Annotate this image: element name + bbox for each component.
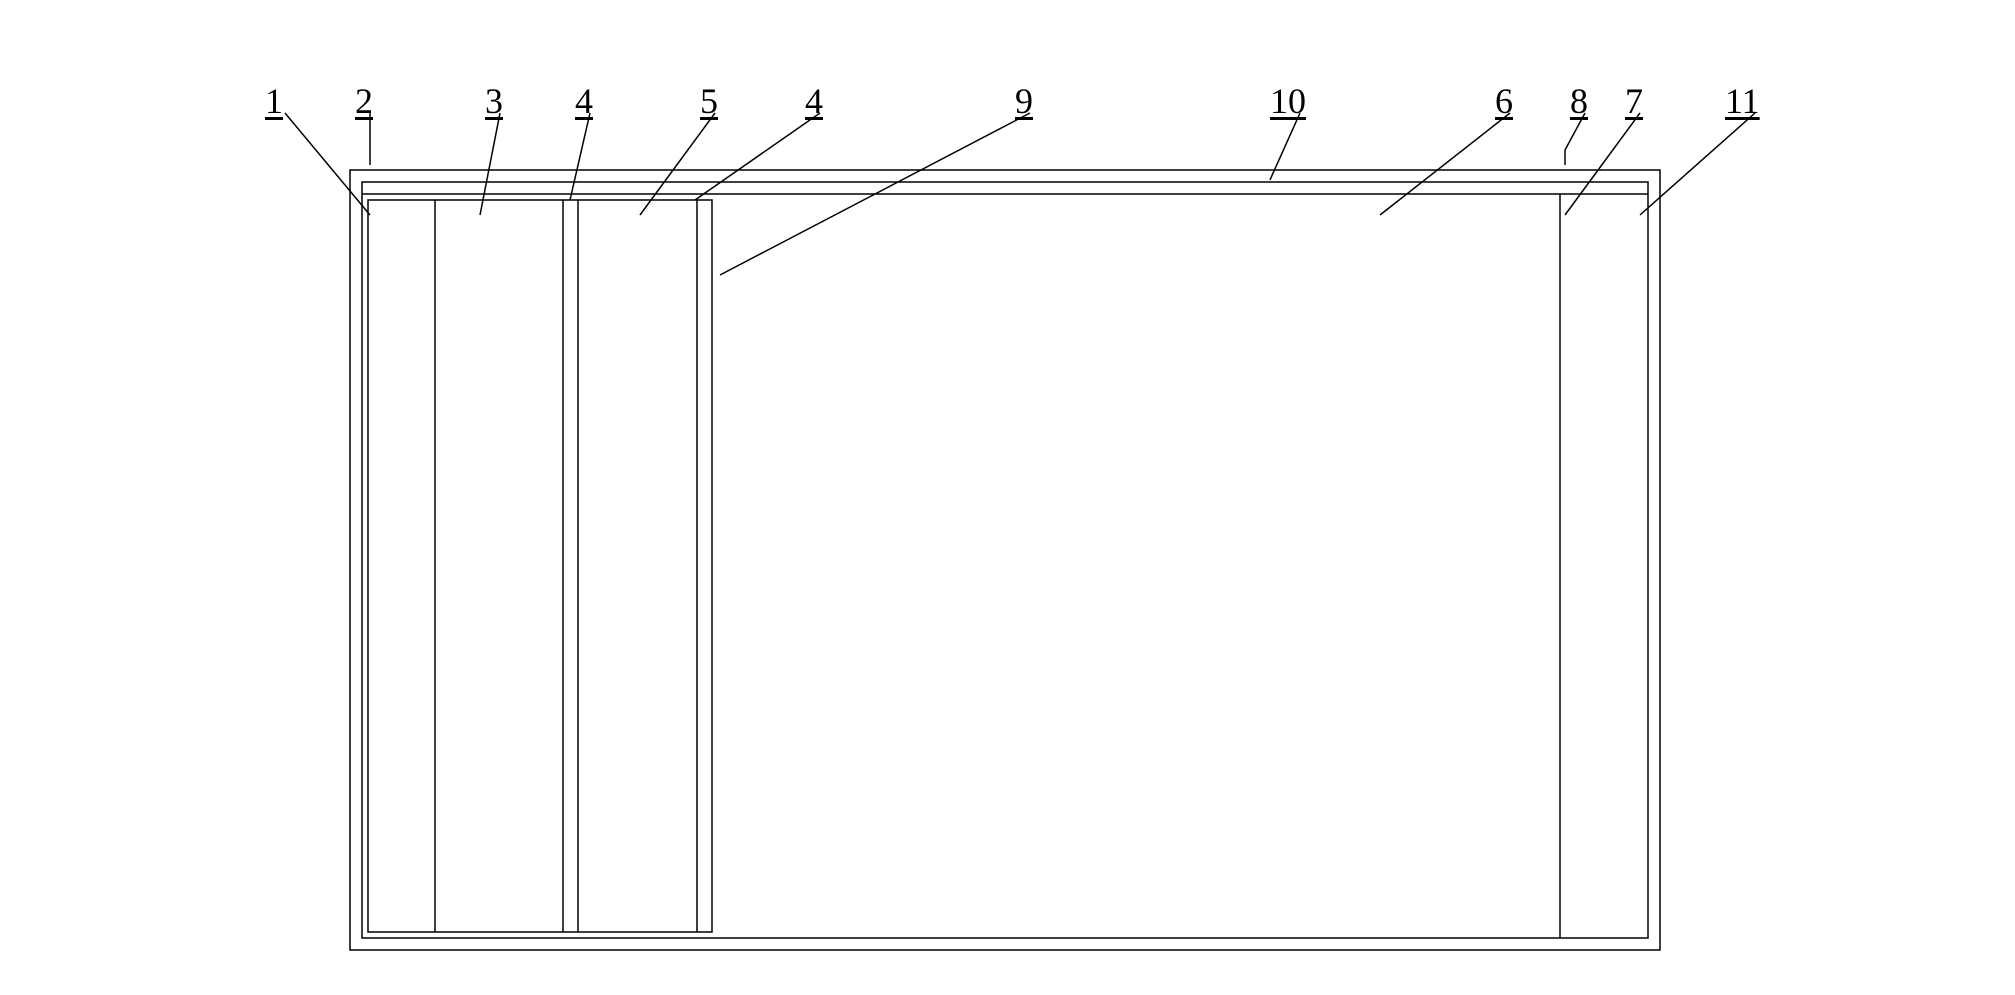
label-10: 10 xyxy=(1270,80,1306,122)
label-3: 3 xyxy=(485,80,503,122)
label-7: 7 xyxy=(1625,80,1643,122)
outer-frame-inner xyxy=(362,182,1648,938)
label-4a: 4 xyxy=(575,80,593,122)
outer-frame-outer xyxy=(350,170,1660,950)
label-5: 5 xyxy=(700,80,718,122)
label-4b: 4 xyxy=(805,80,823,122)
left-sliding-outer xyxy=(368,200,712,932)
label-2: 2 xyxy=(355,80,373,122)
label-1: 1 xyxy=(265,80,283,122)
label-6: 6 xyxy=(1495,80,1513,122)
label-9: 9 xyxy=(1015,80,1033,122)
label-8: 8 xyxy=(1570,80,1588,122)
technical-diagram xyxy=(0,0,2015,995)
label-11: 11 xyxy=(1725,80,1760,122)
